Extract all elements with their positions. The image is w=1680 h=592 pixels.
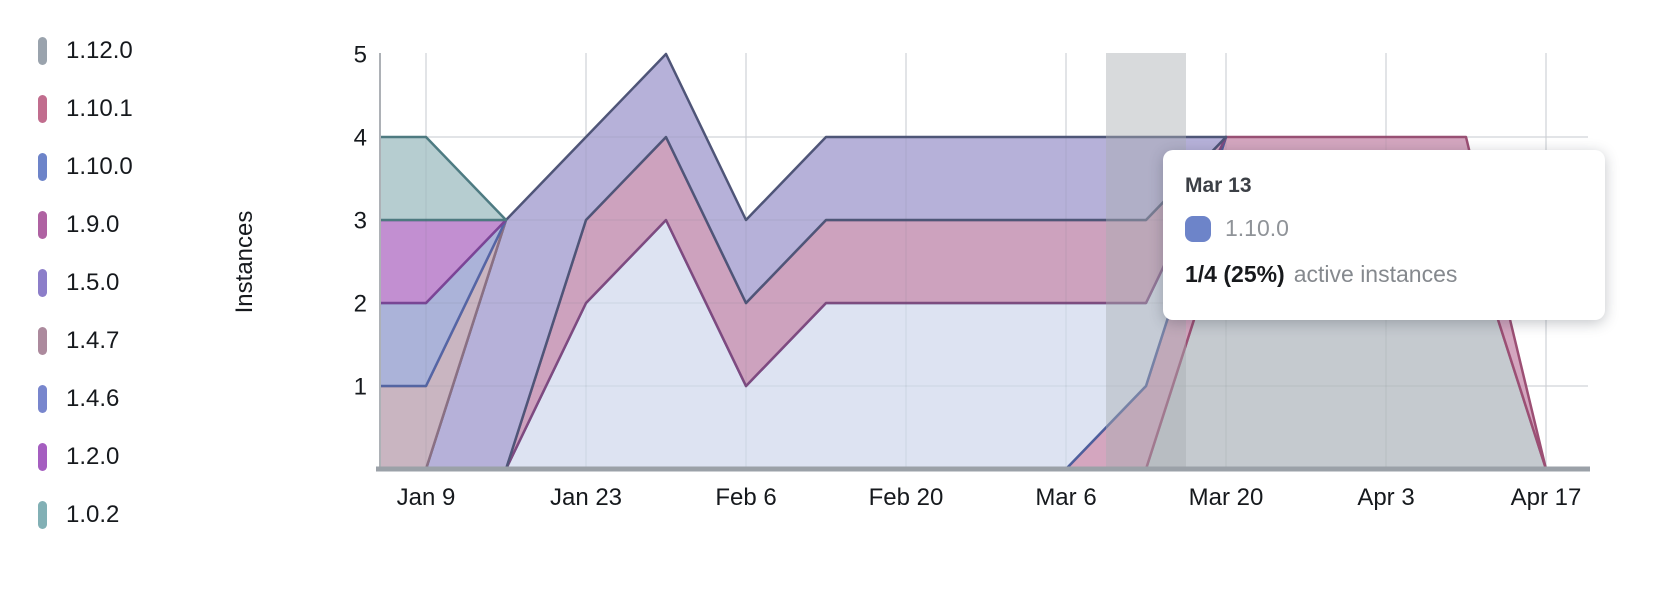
legend-item-1.5.0[interactable]: 1.5.0 — [38, 266, 133, 300]
legend-item-label: 1.0.2 — [66, 501, 120, 528]
tooltip-value: 1/4 (25%) — [1185, 261, 1285, 287]
area-1.5.0[interactable] — [424, 52, 1228, 471]
legend-item-label: 1.5.0 — [66, 269, 120, 296]
y-tick-label: 2 — [354, 291, 367, 318]
tooltip-date: Mar 13 — [1185, 174, 1252, 197]
legend-item-1.10.1[interactable]: 1.10.1 — [38, 92, 133, 126]
y-tick-label: 5 — [354, 42, 367, 69]
legend-item-1.12.0[interactable]: 1.12.0 — [38, 34, 133, 68]
x-axis-line — [376, 466, 1590, 472]
x-tick-label: Apr 17 — [1511, 484, 1582, 511]
legend-item-1.9.0[interactable]: 1.9.0 — [38, 208, 133, 242]
tooltip-caption: active instances — [1293, 261, 1458, 287]
legend-swatch-icon — [38, 37, 47, 65]
legend-swatch-icon — [38, 153, 47, 181]
legend-item-label: 1.4.6 — [66, 385, 120, 412]
legend-item-1.4.6[interactable]: 1.4.6 — [38, 382, 133, 416]
x-tick-label: Feb 6 — [715, 484, 776, 511]
legend-swatch-icon — [38, 385, 47, 413]
y-tick-label: 4 — [354, 125, 367, 152]
area-1.0.2[interactable] — [346, 135, 508, 222]
y-tick-labels: 5 4 3 2 1 — [354, 42, 367, 401]
legend-swatch-icon — [38, 443, 47, 471]
x-tick-label: Mar 6 — [1035, 484, 1096, 511]
legend: 1.12.0 1.10.1 1.10.0 1.9.0 1.5.0 1.4.7 1.4.6 1.… — [38, 34, 133, 532]
legend-swatch-icon — [38, 95, 47, 123]
legend-item-label: 1.12.0 — [66, 37, 133, 64]
tooltip-series-label: 1.10.0 — [1225, 215, 1289, 241]
legend-item-label: 1.10.1 — [66, 95, 133, 122]
y-tick-label: 3 — [354, 208, 367, 235]
legend-item-1.4.7[interactable]: 1.4.7 — [38, 324, 133, 358]
legend-item-label: 1.10.0 — [66, 153, 133, 180]
legend-swatch-icon — [38, 269, 47, 297]
legend-item-1.2.0[interactable]: 1.2.0 — [38, 440, 133, 474]
tooltip: Mar 13 1.10.0 1/4 (25%) active instances — [1163, 150, 1605, 320]
x-tick-label: Feb 20 — [869, 484, 944, 511]
legend-item-label: 1.9.0 — [66, 211, 120, 238]
legend-item-1.10.0[interactable]: 1.10.0 — [38, 150, 133, 184]
legend-item-label: 1.2.0 — [66, 443, 120, 470]
legend-swatch-icon — [38, 211, 47, 239]
legend-swatch-icon — [38, 501, 47, 529]
y-axis-title: Instances — [231, 211, 258, 314]
x-tick-label: Apr 3 — [1357, 484, 1414, 511]
tooltip-readout: 1/4 (25%) active instances — [1185, 261, 1605, 288]
x-tick-labels: Jan 9 Jan 23 Feb 6 Feb 20 Mar 6 Mar 20 Apr 3 Ap… — [397, 484, 1582, 511]
legend-item-label: 1.4.7 — [66, 327, 120, 354]
legend-swatch-icon — [38, 327, 47, 355]
legend-item-1.0.2[interactable]: 1.0.2 — [38, 498, 133, 532]
x-tick-label: Mar 20 — [1189, 484, 1264, 511]
tooltip-series-row: 1.10.0 — [1185, 215, 1605, 242]
tooltip-series-swatch-icon — [1185, 215, 1211, 242]
y-tick-label: 1 — [354, 374, 367, 401]
x-tick-label: Jan 23 — [550, 484, 622, 511]
x-tick-label: Jan 9 — [397, 484, 456, 511]
